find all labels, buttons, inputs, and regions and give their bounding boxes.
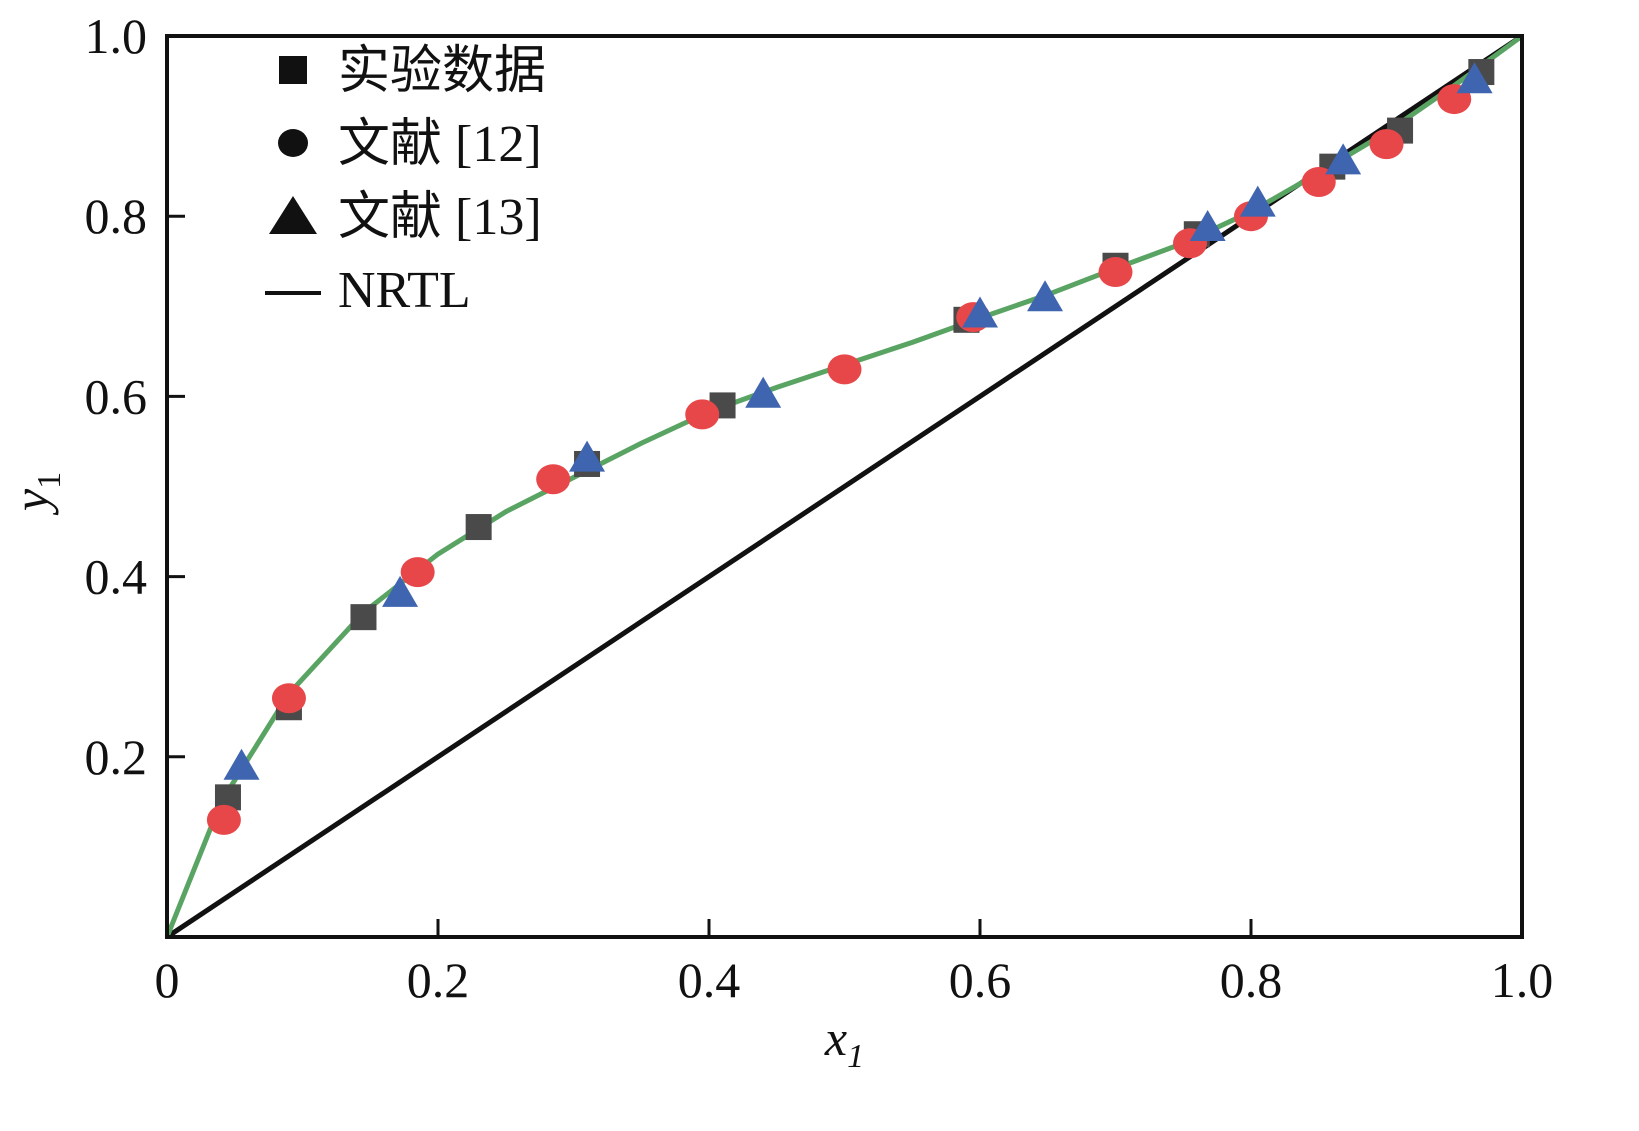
legend-label: 文献 [12] bbox=[338, 116, 542, 173]
circle-data-point bbox=[685, 399, 720, 430]
square-data-point bbox=[350, 604, 377, 631]
triangle-data-point bbox=[962, 296, 998, 328]
legend-label: 文献 [13] bbox=[338, 189, 542, 246]
circle-data-point bbox=[1301, 166, 1336, 197]
plot-frame bbox=[165, 34, 1524, 939]
triangle-data-point bbox=[569, 440, 606, 472]
triangle-data-point bbox=[1456, 62, 1493, 94]
data-points-layer bbox=[206, 59, 1495, 835]
circle-data-point bbox=[271, 683, 306, 714]
y-tick-labels: 0.2 0.4 0.6 0.8 1.0 bbox=[85, 8, 148, 785]
x-tick-label: 0.2 bbox=[407, 952, 470, 1008]
y-tick-label: 0.4 bbox=[85, 549, 148, 605]
x-tick-label: 0.4 bbox=[678, 952, 741, 1008]
triangle-data-point bbox=[1325, 143, 1362, 175]
legend-circle-swatch bbox=[278, 129, 308, 157]
circle-data-point bbox=[206, 804, 241, 835]
triangle-data-point bbox=[382, 575, 419, 607]
legend-label: 实验数据 bbox=[338, 43, 546, 100]
x-axis-title: x1 bbox=[824, 1010, 864, 1075]
x-axis-title-main: x bbox=[824, 1010, 847, 1066]
triangle-data-point bbox=[745, 376, 782, 408]
y-tick-label: 0.6 bbox=[85, 368, 148, 424]
circle-data-point bbox=[1098, 257, 1133, 288]
triangle-data-point bbox=[1189, 210, 1226, 242]
y-tick-label: 0.2 bbox=[85, 729, 148, 785]
triangle-data-point bbox=[1239, 185, 1276, 217]
circle-data-point bbox=[536, 464, 571, 495]
x-tick-labels: 0 0.2 0.4 0.6 0.8 1.0 bbox=[155, 952, 1554, 1008]
y-axis-title: y1 bbox=[3, 472, 68, 516]
triangle-data-point bbox=[223, 748, 260, 780]
circle-data-point bbox=[400, 557, 435, 588]
circle-data-point bbox=[827, 354, 862, 385]
x-tick-label: 0.8 bbox=[1220, 952, 1283, 1008]
y-tick-label: 1.0 bbox=[85, 8, 148, 64]
x-tick-label: 0.6 bbox=[949, 952, 1012, 1008]
triangle-data-point bbox=[1027, 280, 1064, 312]
y-axis-title-sub: 1 bbox=[31, 472, 68, 489]
x-tick-label: 0 bbox=[155, 952, 180, 1008]
circle-data-point bbox=[1369, 129, 1404, 160]
legend-label: NRTL bbox=[338, 262, 471, 319]
y-axis-title-main: y bbox=[3, 488, 59, 516]
legend-square-swatch bbox=[279, 56, 307, 84]
legend-triangle-swatch bbox=[269, 196, 317, 234]
axis-ticks bbox=[165, 34, 1524, 937]
y-tick-label: 0.8 bbox=[85, 188, 148, 244]
x-tick-label: 1.0 bbox=[1491, 952, 1554, 1008]
x-axis-title-sub: 1 bbox=[847, 1038, 864, 1075]
square-data-point bbox=[465, 514, 492, 541]
